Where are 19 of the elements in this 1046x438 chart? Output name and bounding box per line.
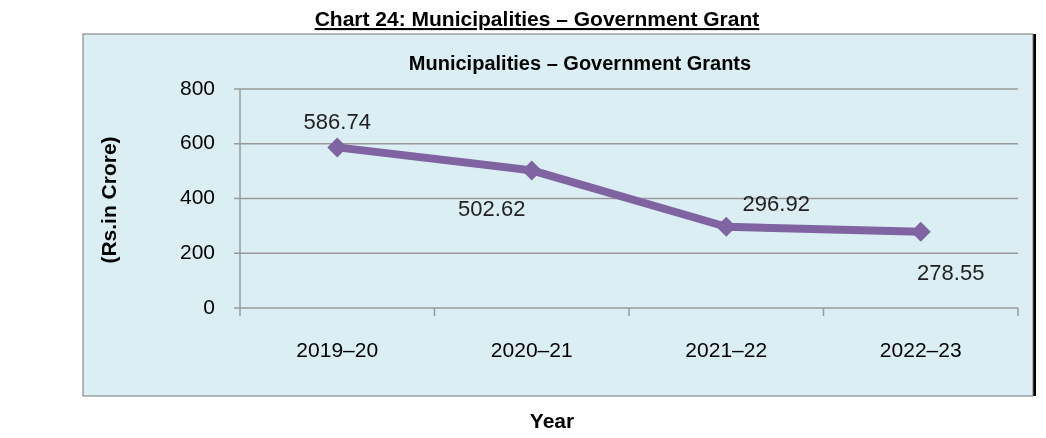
data-label: 502.62 bbox=[458, 196, 526, 222]
x-tick-label: 2021–22 bbox=[685, 337, 768, 361]
data-label: 296.92 bbox=[742, 190, 810, 216]
x-tick-label: 2020–21 bbox=[490, 337, 573, 361]
y-axis-title: (Rs.in Crore) bbox=[96, 136, 120, 264]
x-tick-label: 2019–20 bbox=[296, 337, 379, 361]
y-tick-label: 200 bbox=[179, 239, 215, 263]
x-axis-title: Year bbox=[529, 408, 575, 432]
y-tick-label: 800 bbox=[179, 75, 215, 99]
point bbox=[327, 137, 348, 158]
data-label: 586.74 bbox=[303, 109, 371, 135]
data-label: 278.55 bbox=[917, 259, 985, 285]
point bbox=[521, 160, 542, 181]
chart-title: Chart 24: Municipalities – Government Grant bbox=[314, 7, 760, 30]
y-tick-label: 0 bbox=[203, 294, 215, 318]
chart-subtitle: Municipalities – Government Grants bbox=[408, 52, 752, 74]
y-tick-label: 600 bbox=[179, 130, 215, 154]
x-tick-label: 2022–23 bbox=[879, 337, 962, 361]
y-tick-label: 400 bbox=[179, 185, 215, 209]
